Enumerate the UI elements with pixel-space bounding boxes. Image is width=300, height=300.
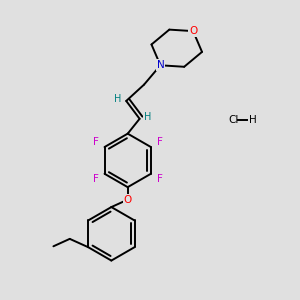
Text: F: F xyxy=(157,174,163,184)
Text: N: N xyxy=(157,60,164,70)
Text: H: H xyxy=(144,112,152,122)
Text: F: F xyxy=(93,137,98,147)
Text: O: O xyxy=(189,26,197,36)
Text: Cl: Cl xyxy=(228,115,238,125)
Text: H: H xyxy=(249,115,256,125)
Text: O: O xyxy=(124,195,132,205)
Text: H: H xyxy=(114,94,122,104)
Text: F: F xyxy=(93,174,98,184)
Text: F: F xyxy=(157,137,163,147)
